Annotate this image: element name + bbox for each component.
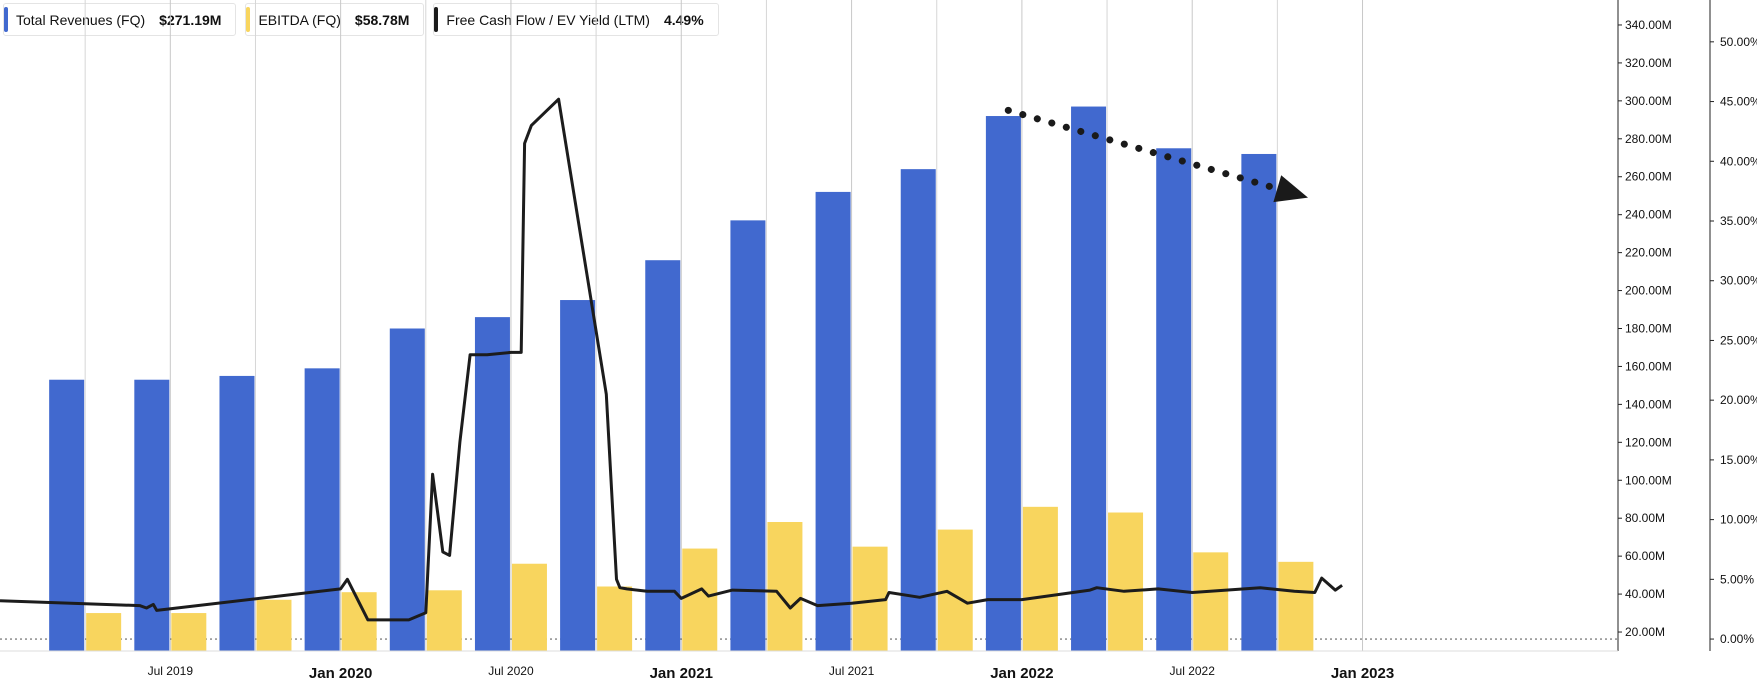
left-axis-tick-label: 300.00M	[1625, 94, 1672, 108]
left-axis-tick-label: 220.00M	[1625, 246, 1672, 260]
left-axis-tick-label: 340.00M	[1625, 18, 1672, 32]
legend-swatch-fcf-yield	[434, 7, 439, 32]
x-axis-tick-label: Jan 2022	[990, 665, 1053, 682]
right-axis-tick-label: 25.00%	[1720, 333, 1757, 347]
bar-total-revenues[interactable]	[1241, 153, 1277, 651]
bar-total-revenues[interactable]	[474, 317, 510, 651]
legend-swatch-revenues	[4, 7, 8, 32]
left-axis-tick-label: 80.00M	[1625, 511, 1665, 525]
bar-ebitda[interactable]	[1193, 552, 1229, 651]
legend-value: $58.78M	[354, 11, 410, 28]
left-axis-tick-label: 120.00M	[1625, 435, 1672, 449]
bar-total-revenues[interactable]	[389, 328, 425, 652]
bar-total-revenues[interactable]	[985, 116, 1021, 651]
right-axis-tick-label: 35.00%	[1720, 214, 1757, 228]
x-axis-tick-label: Jul 2020	[488, 664, 534, 678]
trend-arrow-dotted-line	[1004, 106, 1281, 193]
legend-swatch-ebitda	[246, 7, 251, 32]
bars-layer	[49, 106, 1314, 652]
bar-ebitda[interactable]	[682, 548, 718, 651]
right-axis-tick-label: 45.00%	[1720, 95, 1757, 109]
left-axis-tick-label: 160.00M	[1625, 359, 1672, 373]
right-axis-tick-label: 20.00%	[1720, 393, 1757, 407]
x-axis-tick-label: Jan 2023	[1331, 665, 1394, 682]
x-axis-tick-label: Jul 2022	[1170, 664, 1216, 678]
bar-total-revenues[interactable]	[219, 375, 255, 651]
right-axis-tick-label: 0.00%	[1720, 632, 1754, 646]
x-axis-tick-label: Jan 2020	[309, 665, 372, 682]
bar-ebitda[interactable]	[597, 586, 633, 652]
bar-ebitda[interactable]	[767, 522, 803, 651]
left-axis-tick-label: 260.00M	[1625, 170, 1672, 184]
bar-total-revenues[interactable]	[1156, 148, 1192, 651]
legend-item-total-revenues[interactable]: Total Revenues (FQ) $271.19M	[3, 3, 237, 36]
right-axis-tick-label: 30.00%	[1720, 274, 1757, 288]
line-layer	[0, 97, 1343, 622]
annotation-layer	[1004, 106, 1308, 203]
x-axis-tick-label: Jan 2021	[650, 665, 713, 682]
line-fcf-ev-yield[interactable]	[0, 97, 1343, 622]
legend-value: 4.49%	[663, 11, 704, 28]
x-axis-tick-label: Jul 2019	[148, 664, 194, 678]
right-axis-tick-label: 15.00%	[1720, 453, 1757, 467]
bar-total-revenues[interactable]	[900, 169, 936, 651]
bar-total-revenues[interactable]	[304, 368, 340, 651]
left-axis-tick-label: 240.00M	[1625, 208, 1672, 222]
right-axis-tick-label: 50.00%	[1720, 35, 1757, 49]
legend-label: Total Revenues (FQ)	[16, 11, 146, 28]
left-axis-tick-label: 320.00M	[1625, 56, 1672, 70]
gridlines	[0, 0, 1618, 651]
bar-total-revenues[interactable]	[49, 379, 85, 651]
left-axis-tick-label: 180.00M	[1625, 322, 1672, 336]
legend-label: EBITDA (FQ)	[258, 11, 341, 28]
legend-item-fcf-ev-yield[interactable]: Free Cash Flow / EV Yield (LTM) 4.49%	[433, 3, 719, 36]
trend-arrow-head	[1273, 175, 1308, 203]
bar-total-revenues[interactable]	[815, 191, 851, 652]
bar-total-revenues[interactable]	[560, 300, 596, 651]
legend-value: $271.19M	[159, 11, 222, 28]
right-axis-tick-label: 40.00%	[1720, 154, 1757, 168]
bar-total-revenues[interactable]	[1071, 106, 1107, 651]
chart-legend: Total Revenues (FQ) $271.19M EBITDA (FQ)…	[3, 3, 719, 36]
left-axis-tick-label: 20.00M	[1625, 625, 1665, 639]
legend-label: Free Cash Flow / EV Yield (LTM)	[446, 11, 650, 28]
bar-ebitda[interactable]	[171, 613, 207, 651]
bar-ebitda[interactable]	[1108, 512, 1144, 651]
left-axis-tick-label: 100.00M	[1625, 473, 1672, 487]
bar-ebitda[interactable]	[511, 563, 547, 651]
bar-ebitda[interactable]	[86, 613, 122, 651]
x-axis-tick-label: Jul 2021	[829, 664, 875, 678]
bar-ebitda[interactable]	[937, 529, 973, 651]
bar-ebitda[interactable]	[1278, 561, 1314, 651]
right-axis-tick-label: 5.00%	[1720, 572, 1754, 586]
left-axis-tick-label: 140.00M	[1625, 397, 1672, 411]
left-axis-tick-label: 60.00M	[1625, 549, 1665, 563]
left-axis-tick-label: 200.00M	[1625, 284, 1672, 298]
bar-ebitda[interactable]	[256, 599, 292, 651]
left-axis-tick-label: 280.00M	[1625, 132, 1672, 146]
legend-item-ebitda[interactable]: EBITDA (FQ) $58.78M	[245, 3, 425, 36]
right-axis-tick-label: 10.00%	[1720, 513, 1757, 527]
bar-total-revenues[interactable]	[645, 260, 681, 651]
bar-ebitda[interactable]	[426, 590, 462, 651]
bar-total-revenues[interactable]	[730, 220, 766, 651]
bar-ebitda[interactable]	[1022, 506, 1058, 651]
left-axis-tick-label: 40.00M	[1625, 587, 1665, 601]
